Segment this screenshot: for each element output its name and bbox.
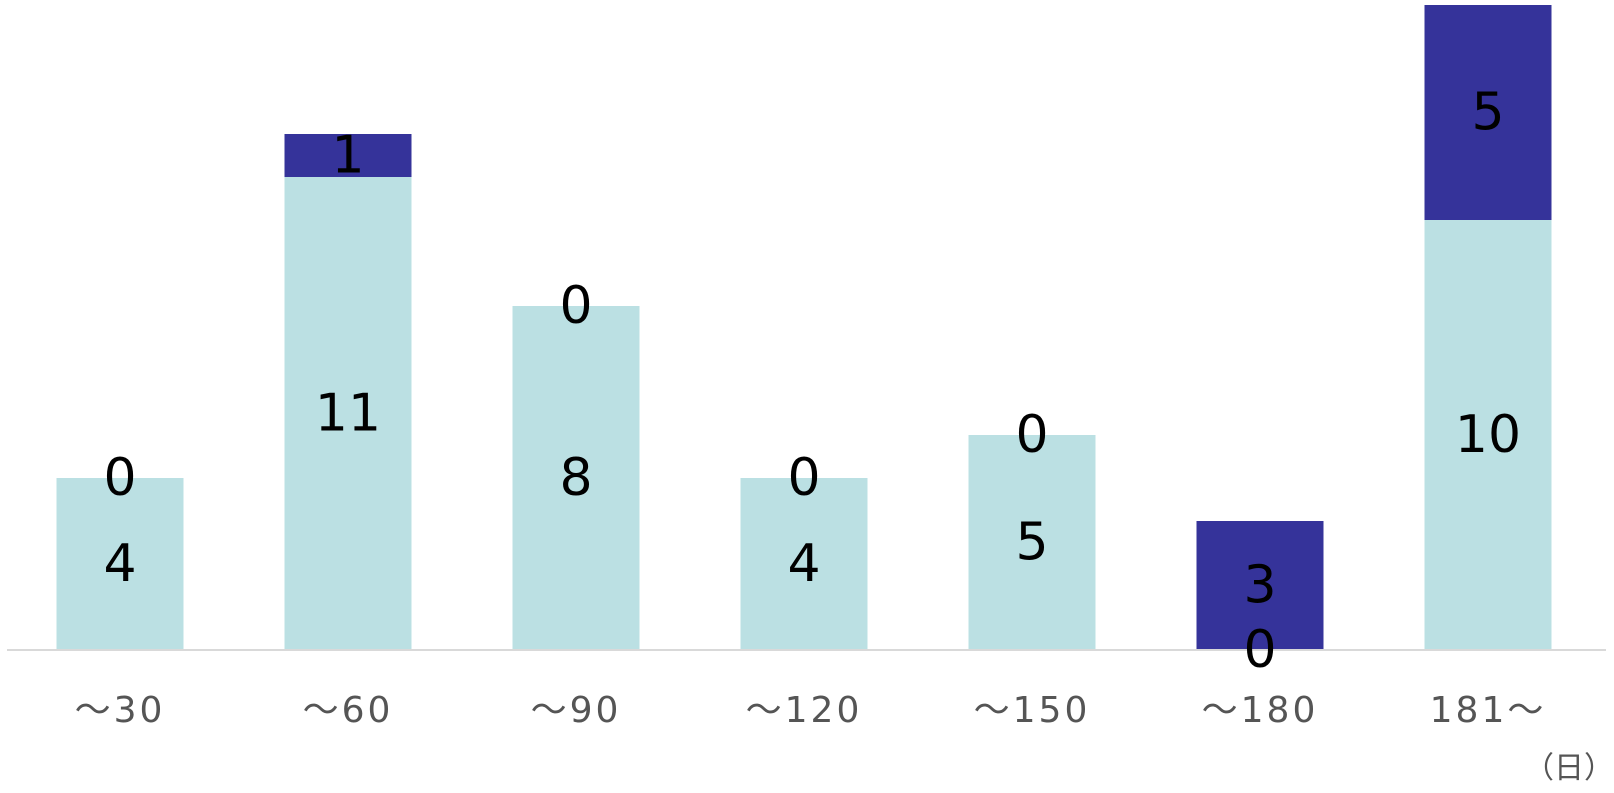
x-axis-unit-label: （日） xyxy=(1524,751,1614,786)
data-label-series1-2: 8 xyxy=(559,448,592,508)
bar-segment-series2-6 xyxy=(1424,5,1552,220)
x-tick-label-4: ～150 xyxy=(974,690,1091,731)
bars-layer xyxy=(56,5,1552,650)
data-label-series2-4: 0 xyxy=(1015,405,1048,465)
x-tick-label-5: ～180 xyxy=(1202,690,1319,731)
data-label-series1-6: 10 xyxy=(1455,405,1521,465)
data-label-series2-2: 0 xyxy=(559,276,592,336)
bar-segment-series1-4 xyxy=(968,435,1096,650)
bar-segment-series2-1 xyxy=(284,134,412,177)
data-label-series1-4: 5 xyxy=(1015,513,1048,573)
data-label-series1-1: 11 xyxy=(315,384,381,444)
x-tick-label-0: ～30 xyxy=(75,690,166,731)
x-tick-label-2: ～90 xyxy=(531,690,622,731)
data-label-series2-0: 0 xyxy=(103,448,136,508)
bar-segment-series2-5 xyxy=(1196,521,1324,650)
x-tick-label-3: ～120 xyxy=(746,690,863,731)
data-label-series2-5: 3 xyxy=(1243,556,1276,616)
bar-segment-series1-3 xyxy=(740,478,868,650)
bar-segment-series1-0 xyxy=(56,478,184,650)
data-label-series1-3: 4 xyxy=(787,534,820,594)
x-tick-label-6: 181～ xyxy=(1430,690,1547,731)
data-label-series1-0: 4 xyxy=(103,534,136,594)
bar-segment-series1-6 xyxy=(1424,220,1552,650)
data-label-series2-3: 0 xyxy=(787,448,820,508)
data-label-series2-6: 5 xyxy=(1471,83,1504,143)
bar-segment-series1-2 xyxy=(512,306,640,650)
x-tick-labels: ～30 ～60 ～90 ～120 ～150 ～180 181～ xyxy=(75,690,1547,731)
data-label-series1-5: 0 xyxy=(1243,620,1276,680)
data-label-series2-1: 1 xyxy=(331,126,364,186)
bar-segment-series1-1 xyxy=(284,177,412,650)
x-tick-label-1: ～60 xyxy=(303,690,394,731)
